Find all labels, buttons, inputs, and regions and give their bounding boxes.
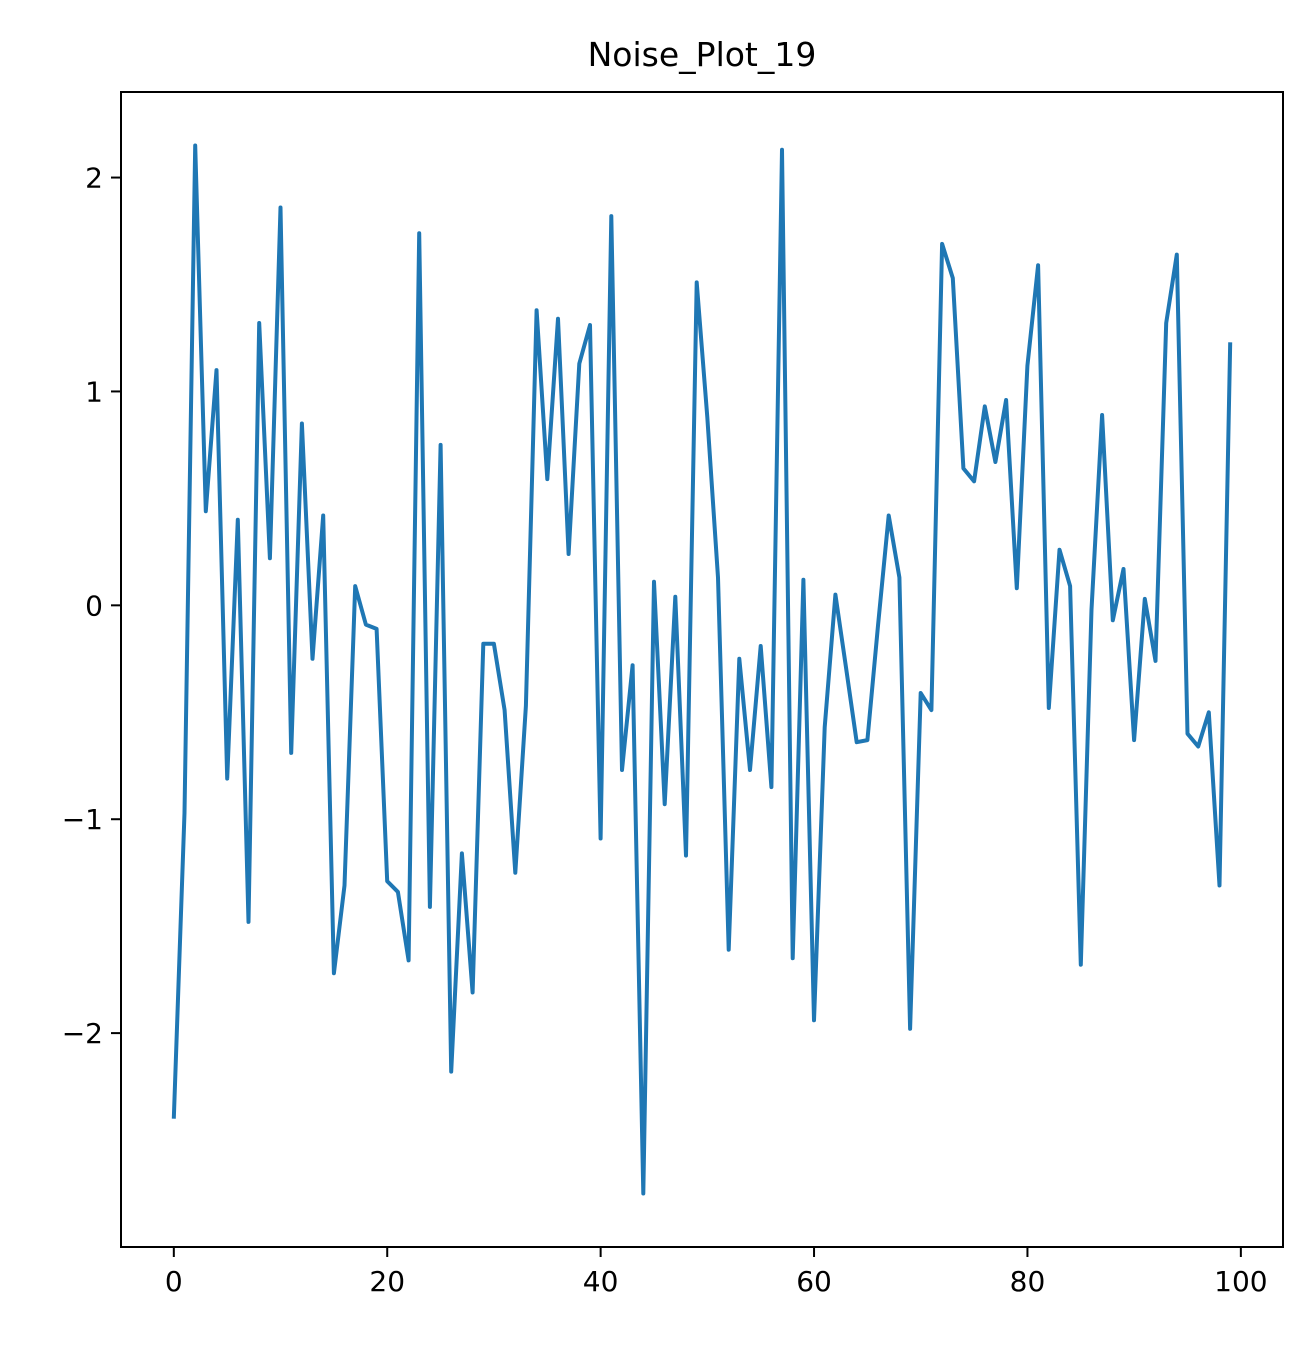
x-tick-label: 20 [369,1265,405,1298]
x-tick-label: 100 [1214,1265,1267,1298]
y-tick-label: 2 [85,162,103,195]
y-tick-label: −2 [62,1017,103,1050]
y-tick-label: 0 [85,589,103,622]
x-axis: 0 20 40 60 80 100 [165,1247,1268,1298]
x-tick-label: 80 [1010,1265,1046,1298]
y-tick-label: 1 [85,375,103,408]
x-tick-label: 60 [796,1265,832,1298]
chart-title: Noise_Plot_19 [588,35,817,74]
plot-area [171,143,1233,1196]
series-line [171,143,1233,1196]
y-tick-label: −1 [62,803,103,836]
x-tick-label: 40 [583,1265,619,1298]
y-axis: −2 −1 0 1 2 [62,162,121,1050]
x-tick-label: 0 [165,1265,183,1298]
plot-frame [120,91,1284,1248]
